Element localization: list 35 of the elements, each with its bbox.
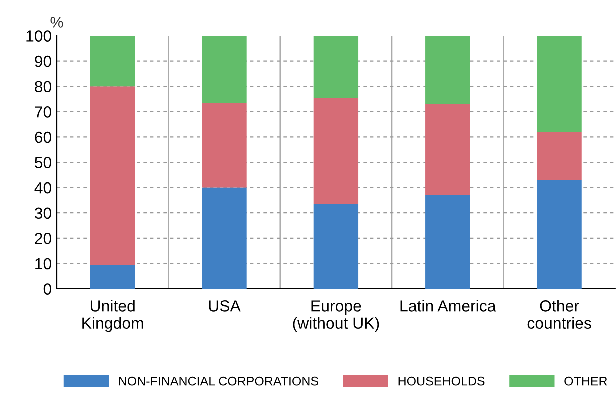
x-tick-label: Latin America <box>400 300 496 312</box>
x-tick-label: United Kingdom <box>82 300 144 332</box>
y-tick-label: 60 <box>35 132 52 144</box>
bar <box>90 86 136 265</box>
y-tick-label: 30 <box>34 208 52 220</box>
legend-label: NON-FINANCIAL CORPORATIONS <box>119 376 318 386</box>
bar <box>426 195 470 289</box>
y-tick-label: 80 <box>35 81 52 93</box>
bar <box>90 36 136 87</box>
bar <box>90 264 136 289</box>
bar <box>426 104 470 196</box>
y-tick-label: 90 <box>35 56 52 68</box>
y-axis-title: % <box>50 17 64 28</box>
legend-label: HOUSEHOLDS <box>398 376 485 386</box>
y-tick-label: 70 <box>35 106 52 118</box>
bar <box>537 36 582 132</box>
bar <box>202 103 247 188</box>
y-tick-label: 50 <box>35 157 52 168</box>
bar <box>537 132 582 180</box>
x-tick-label: Other countries <box>528 300 592 330</box>
y-tick-label: 20 <box>35 233 52 244</box>
bar <box>314 36 359 98</box>
y-tick-label: 100 <box>26 30 52 42</box>
x-tick-label: USA <box>209 300 241 312</box>
bar <box>426 36 470 104</box>
bar <box>314 204 359 289</box>
legend-label: OTHER <box>564 376 608 386</box>
y-tick-label: 10 <box>36 258 52 270</box>
bar <box>202 188 247 289</box>
bar <box>314 98 359 204</box>
y-tick-label: 0 <box>44 284 52 295</box>
bar <box>537 180 582 289</box>
y-tick-label: 40 <box>34 182 52 194</box>
x-tick-label: Europe (without UK) <box>293 300 380 332</box>
bar <box>202 36 247 104</box>
